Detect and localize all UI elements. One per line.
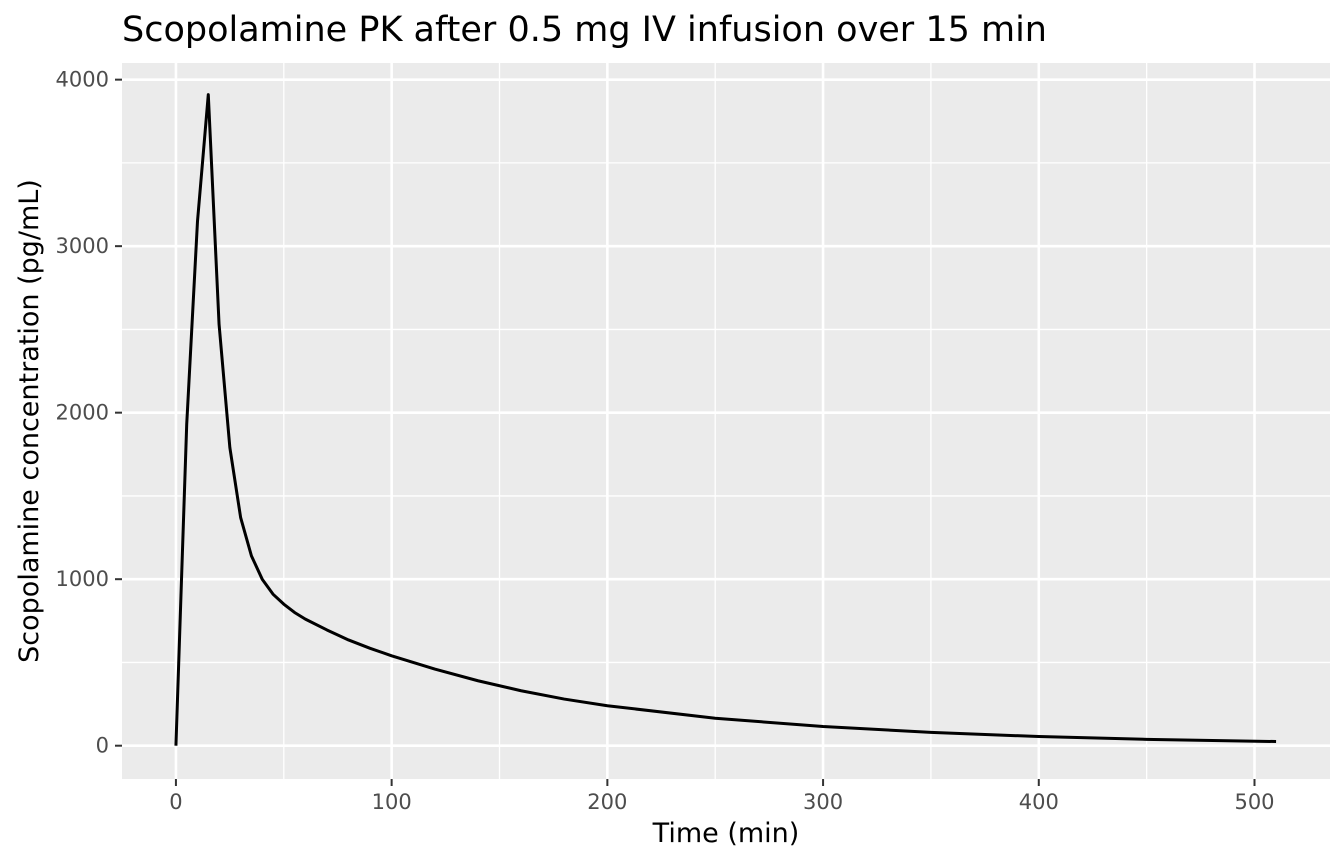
major-grid (122, 63, 1330, 779)
y-axis: 0 1000 2000 3000 4000 (56, 68, 122, 758)
x-axis-title: Time (min) (652, 818, 800, 849)
x-axis: 0 100 200 300 400 500 (169, 779, 1275, 814)
x-tick-label: 0 (169, 790, 182, 814)
x-tick-label: 300 (803, 790, 843, 814)
series-line (174, 93, 1277, 746)
y-tick-label: 3000 (56, 234, 109, 258)
y-tick-label: 1000 (56, 567, 109, 591)
y-tick-label: 2000 (56, 401, 109, 425)
x-tick-label: 400 (1019, 790, 1059, 814)
chart-title: Scopolamine PK after 0.5 mg IV infusion … (122, 10, 1047, 50)
plot-panel (122, 63, 1330, 779)
y-tick-label: 4000 (56, 68, 109, 92)
minor-grid (122, 63, 1330, 779)
x-tick-label: 500 (1234, 790, 1274, 814)
y-tick-label: 0 (96, 734, 109, 758)
x-tick-label: 100 (372, 790, 412, 814)
y-axis-title: Scopolamine concentration (pg/mL) (14, 179, 45, 663)
x-tick-label: 200 (587, 790, 627, 814)
